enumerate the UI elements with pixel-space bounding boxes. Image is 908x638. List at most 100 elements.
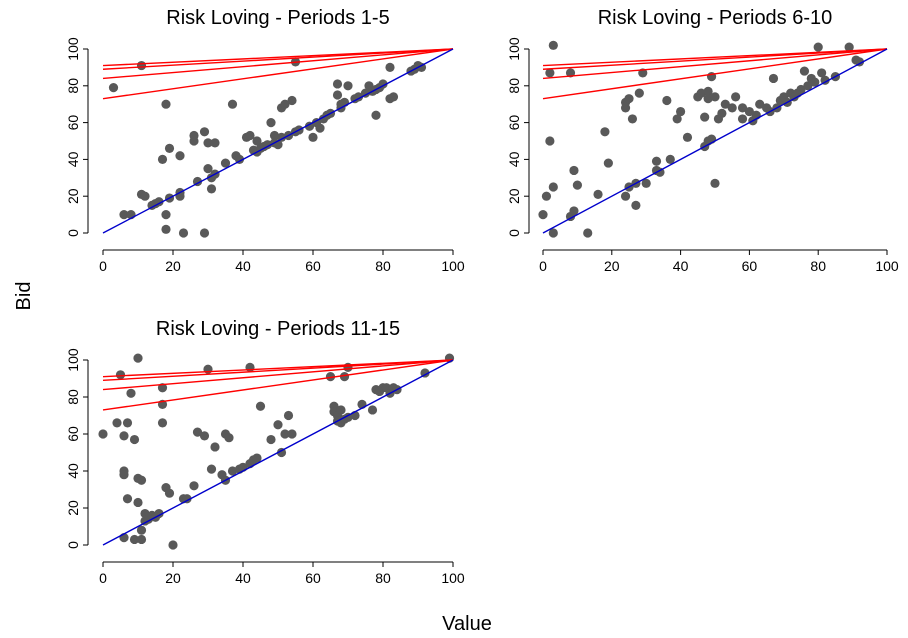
y-tick-label: 20 — [65, 500, 81, 516]
x-tick-label: 20 — [604, 258, 620, 274]
data-point — [199, 127, 210, 137]
equilibrium-bid-line — [542, 48, 888, 70]
data-point — [371, 110, 381, 120]
data-point — [803, 81, 813, 91]
data-point — [336, 405, 346, 415]
data-point — [227, 466, 238, 476]
data-point — [210, 442, 220, 452]
data-point — [136, 525, 147, 535]
y-tick-label: 0 — [506, 229, 522, 237]
x-tick-label: 0 — [99, 570, 107, 586]
data-point — [343, 81, 353, 91]
data-point — [583, 228, 593, 238]
y-tick-label: 60 — [506, 115, 522, 131]
data-point — [603, 158, 613, 168]
data-point — [332, 79, 343, 89]
x-tick-label: 40 — [235, 570, 251, 586]
data-point — [203, 138, 213, 148]
data-point — [189, 481, 199, 491]
data-point — [119, 210, 129, 220]
data-point — [224, 433, 234, 443]
data-point — [844, 42, 854, 52]
data-point — [98, 429, 108, 439]
y-tick-label: 60 — [65, 115, 81, 131]
data-point — [161, 99, 171, 109]
data-point — [651, 156, 662, 166]
data-point — [600, 127, 610, 137]
data-point — [136, 60, 147, 71]
panel-periods-11-15: Risk Loving - Periods 11-15 0 20 40 60 80 100 0… — [65, 318, 465, 586]
data-point — [700, 112, 710, 122]
panel-periods-6-10: Risk Loving - Periods 6-10 0 20 40 60 80 100 0 2… — [506, 7, 899, 274]
data-point — [703, 86, 713, 96]
equilibrium-bid-line — [102, 48, 454, 100]
data-point — [796, 84, 806, 95]
data-point — [710, 92, 720, 102]
data-point — [672, 114, 682, 124]
data-point — [203, 164, 213, 174]
data-point — [339, 372, 350, 382]
data-point — [122, 418, 133, 428]
data-point — [122, 494, 133, 504]
data-point — [315, 123, 325, 133]
data-point — [269, 130, 280, 141]
data-point — [548, 228, 558, 238]
equilibrium-bid-line — [102, 359, 454, 382]
y-tick-label: 100 — [65, 348, 81, 372]
data-point — [164, 143, 175, 153]
data-point — [768, 73, 779, 84]
data-point — [108, 83, 119, 93]
data-point — [634, 88, 644, 98]
y-axis-label: Bid — [13, 282, 35, 311]
y-tick-label: 20 — [65, 188, 81, 204]
data-point — [280, 429, 290, 439]
data-point — [157, 418, 168, 428]
data-point — [266, 118, 276, 128]
equilibrium-bid-line — [542, 48, 888, 100]
data-point — [133, 353, 143, 363]
y-tick-label: 60 — [65, 426, 81, 442]
data-point — [641, 178, 651, 188]
panel-title: Risk Loving - Periods 1-5 — [166, 7, 389, 29]
data-point — [161, 224, 171, 234]
data-point — [206, 184, 217, 194]
x-tick-label: 60 — [305, 258, 321, 274]
data-point — [545, 68, 555, 78]
data-point — [624, 94, 634, 104]
data-point — [665, 154, 675, 164]
x-axis-label: Value — [442, 613, 492, 635]
data-point — [682, 132, 693, 142]
data-point — [620, 191, 631, 201]
panel-periods-1-5: Risk Loving - Periods 1-5 0 20 40 60 80 100 0 20… — [65, 7, 465, 274]
data-point — [210, 138, 220, 148]
data-point — [119, 431, 129, 441]
data-point — [129, 534, 140, 545]
x-tick-label: 80 — [375, 570, 391, 586]
y-tick-label: 0 — [65, 229, 81, 237]
data-point — [136, 534, 147, 545]
data-point — [255, 401, 266, 411]
risk-neutral-line — [542, 48, 888, 234]
y-tick-label: 0 — [65, 541, 81, 549]
x-tick-label: 100 — [875, 258, 899, 274]
x-tick-label: 40 — [235, 258, 251, 274]
equilibrium-bid-line — [102, 48, 454, 80]
data-point — [538, 210, 548, 220]
data-point — [199, 228, 210, 238]
y-tick-label: 40 — [65, 463, 81, 479]
x-tick-label: 100 — [441, 258, 465, 274]
equilibrium-bid-line — [102, 48, 454, 70]
x-tick-label: 100 — [441, 570, 465, 586]
y-tick-label: 40 — [506, 151, 522, 167]
y-tick-label: 80 — [65, 78, 81, 94]
data-point — [252, 453, 262, 463]
data-point — [112, 418, 122, 428]
data-point — [325, 372, 336, 382]
y-tick-label: 20 — [506, 188, 522, 204]
data-point — [164, 488, 175, 498]
data-point — [189, 130, 199, 141]
data-point — [731, 92, 741, 102]
data-point — [662, 95, 672, 106]
x-tick-label: 80 — [810, 258, 826, 274]
